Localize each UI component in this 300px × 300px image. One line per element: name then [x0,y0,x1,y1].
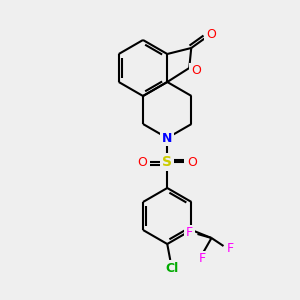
Text: O: O [206,28,216,40]
Text: F: F [227,242,234,254]
Text: F: F [199,253,206,266]
Text: O: O [191,64,201,77]
Text: S: S [162,155,172,169]
Text: O: O [137,155,147,169]
Text: Cl: Cl [166,262,179,275]
Text: N: N [162,131,172,145]
Text: O: O [187,155,197,169]
Text: F: F [186,226,193,239]
